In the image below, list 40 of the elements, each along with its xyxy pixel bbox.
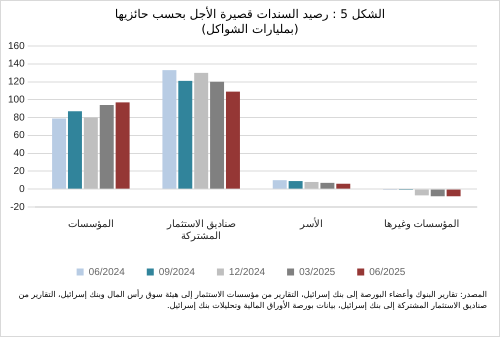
text: المصدر: تقارير البنوك وأعضاء البورصة إلى بنك إسرائيل، التقارير من مؤسسات الاستثمار إلى هيئة سوق رأس المال وبنك إسرائيل، التقارير من صناديق الاستثمار المشتركة إلى بنك إسرائيل، بيانات بورصة الأوراق المالية وتحليلات بنك إسرائيل. — [18, 289, 488, 311]
bar — [414, 190, 429, 196]
bar — [446, 190, 461, 196]
bar — [162, 70, 176, 189]
y-tick-label: 120 — [8, 76, 26, 88]
bar — [336, 184, 350, 189]
y-tick-label: 160 — [8, 40, 26, 52]
y-tick-label: 0 — [19, 184, 26, 195]
y-tick-label: 60 — [14, 130, 26, 142]
bar — [288, 181, 303, 189]
legend-label: 12/2024 — [228, 266, 266, 278]
chart-title: الشكل 5 : رصيد السندات قصيرة الأجل بحسب حائزيها — [114, 7, 386, 22]
bar — [116, 102, 130, 189]
y-tick-label: 80 — [14, 112, 26, 124]
y-tick-label: 100 — [8, 94, 26, 106]
bar — [430, 190, 445, 196]
legend-label: 06/2025 — [369, 266, 406, 278]
x-tick-label: الأسر — [299, 218, 324, 230]
y-tick-label: 140 — [8, 58, 26, 70]
bar — [178, 80, 192, 189]
y-tick-label: 20 — [14, 166, 26, 177]
bar — [84, 118, 98, 189]
x-tick-label: المؤسسات وغيرها — [384, 218, 460, 230]
legend-label: 03/2025 — [299, 266, 336, 278]
chart-subtitle: (بمليارات الشواكل) — [200, 22, 300, 37]
y-tick-label: 40 — [14, 148, 26, 160]
y-tick-label: -20 — [10, 202, 26, 213]
bar — [210, 82, 224, 189]
bar — [272, 180, 287, 189]
bar — [226, 92, 240, 189]
legend-label: 09/2024 — [158, 266, 196, 278]
x-tick-label: المؤسسات — [68, 218, 114, 230]
x-tick-label: صناديق الاستثمار المشتركة — [166, 218, 236, 242]
bar — [52, 118, 66, 189]
bar — [320, 182, 334, 189]
bar — [68, 111, 82, 189]
bar — [100, 105, 114, 189]
bar — [304, 182, 318, 189]
bar — [194, 72, 208, 189]
legend-label: 06/2024 — [88, 266, 126, 278]
